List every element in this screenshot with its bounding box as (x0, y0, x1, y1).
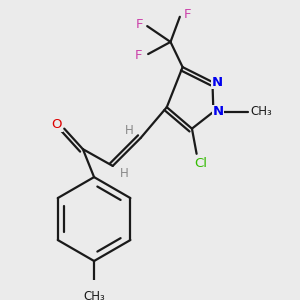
Text: CH₃: CH₃ (250, 105, 272, 119)
Text: O: O (52, 118, 62, 131)
Text: H: H (125, 124, 134, 137)
Text: N: N (212, 105, 224, 119)
Text: F: F (135, 50, 142, 62)
Text: F: F (136, 18, 143, 31)
Text: N: N (212, 76, 223, 88)
Text: CH₃: CH₃ (83, 290, 105, 300)
Text: H: H (119, 167, 128, 180)
Text: Cl: Cl (194, 157, 207, 169)
Text: F: F (184, 8, 191, 21)
